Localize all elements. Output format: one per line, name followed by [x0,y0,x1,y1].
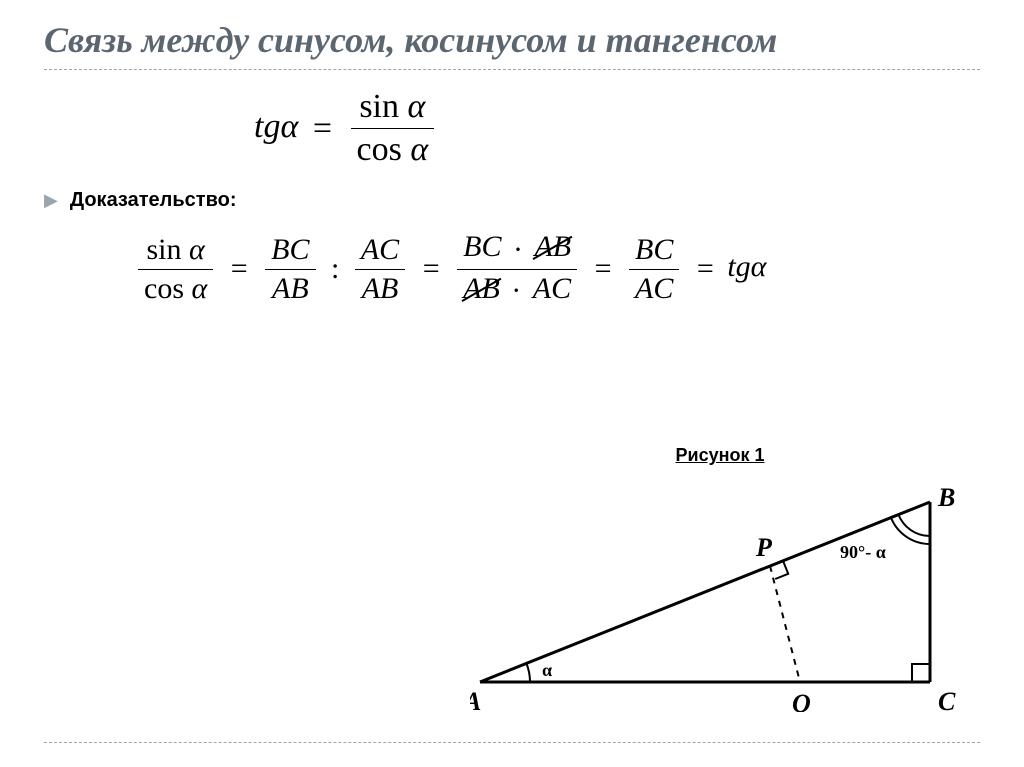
strike-ab-den: AB [463,272,500,306]
equals-4: = [589,252,618,286]
p-a3: α [751,250,767,283]
triangle-diagram: A B C P Qα 90°- α [470,472,970,712]
dot-1: · [509,233,527,267]
strike-ab-num: AB [534,230,571,264]
title-divider [44,69,980,70]
sin-fn: sin [359,88,399,125]
main-formula: tgα = sin α cos α [254,88,980,169]
frac-2: BC AB [265,233,315,306]
p-cos: cos [144,272,184,305]
cos-fn: cos [357,131,402,168]
svg-text:B: B [937,483,955,512]
frac-1: sin α cos α [138,233,213,306]
p-bc1: BC [265,233,315,270]
p-sin: sin [146,233,181,266]
p-a1: α [189,233,205,266]
p-tg: tg [727,250,750,283]
frac-sin-cos: sin α cos α [351,88,435,169]
bullet-icon: ▶ [44,191,58,209]
svg-text:Q: Q [792,689,811,712]
proof-heading-row: ▶ Доказательство: [44,189,980,212]
slide: Связь между синусом, косинусом и тангенс… [0,0,1024,767]
div-colon: : [327,252,343,286]
p-ac1: AC [355,233,405,270]
p-a2: α [192,272,208,305]
dot-2: · [507,274,525,308]
p-bc2: BC [463,230,501,263]
alpha-3: α [410,131,428,168]
equals-3: = [417,252,446,286]
figure-area: Рисунок 1 A B C P Qα 90°- α [470,445,970,717]
svg-text:α: α [542,660,552,680]
frac-5: BC AC [629,233,679,306]
alpha-1: α [280,108,298,145]
frac-4: BC · AB AB · AC [457,230,577,307]
frac-3: AC AB [355,233,405,306]
equals-2: = [225,252,254,286]
equals-5: = [691,252,720,286]
p-ab2: AB [355,270,405,306]
figure-caption: Рисунок 1 [470,445,970,466]
slide-title: Связь между синусом, косинусом и тангенс… [44,20,980,61]
svg-text:C: C [938,687,956,712]
alpha-2: α [408,88,426,125]
proof-formula: sin α cos α = BC AB : AC AB = BC · AB [134,230,980,307]
svg-text:P: P [755,533,773,562]
tg-symbol: tg [254,108,280,145]
p-ac2: AC [533,272,571,305]
equals-1: = [307,110,338,148]
svg-text:90°- α: 90°- α [840,542,886,562]
p-ab1: AB [265,270,315,306]
svg-text:A: A [470,687,481,712]
proof-label: Доказательство: [70,189,237,212]
bottom-divider [44,742,980,743]
p-bc3: BC [629,233,679,270]
p-ac3: AC [629,270,679,306]
